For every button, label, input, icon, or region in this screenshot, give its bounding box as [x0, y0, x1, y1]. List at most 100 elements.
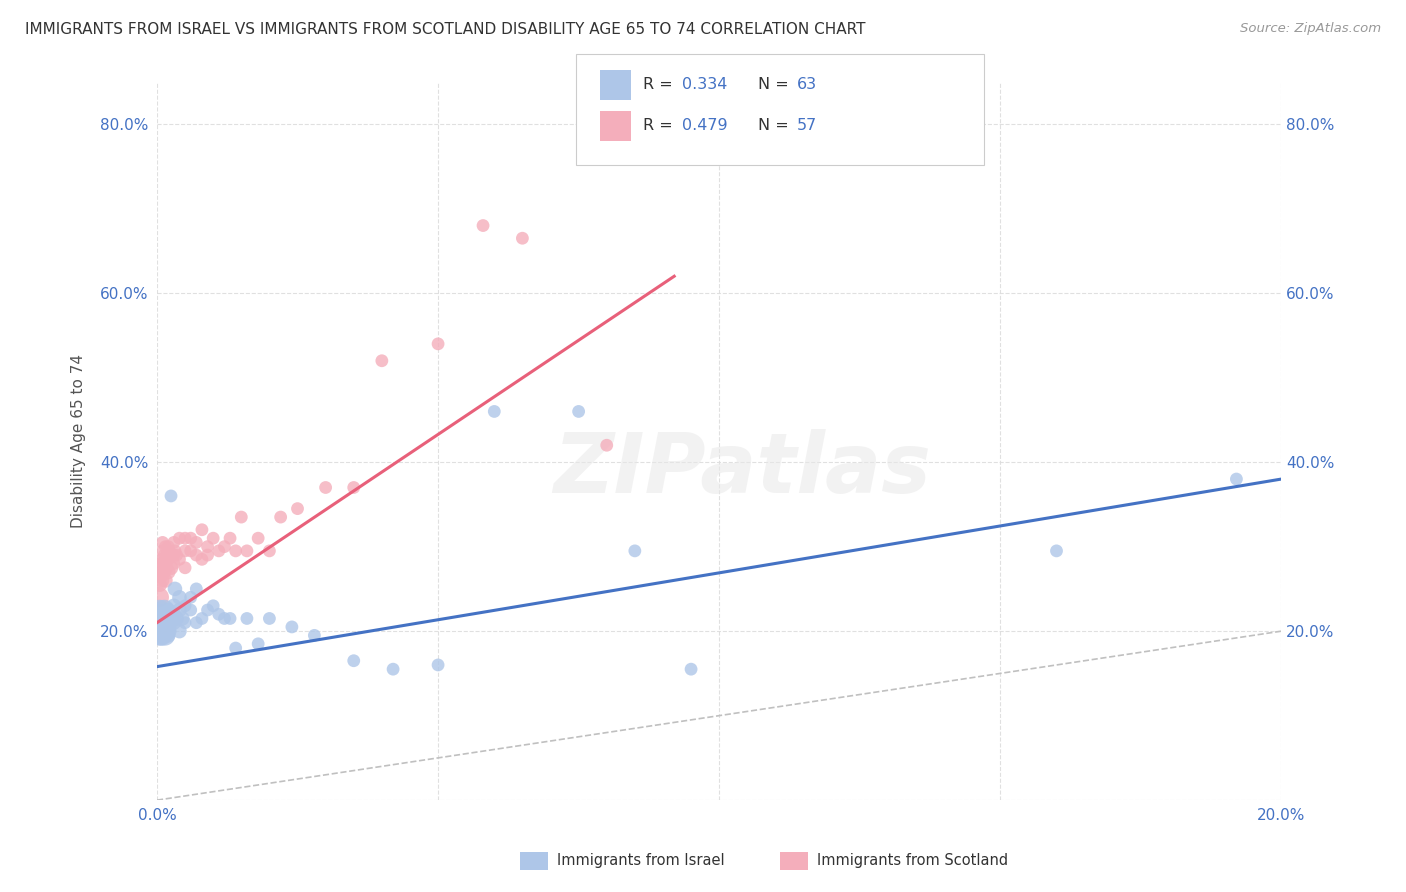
Point: [219, 531, 242, 545]
Point: [191, 523, 214, 537]
Point: [155, 561, 177, 575]
Point: [169, 591, 191, 605]
Point: [157, 552, 180, 566]
Point: [148, 591, 170, 605]
Point: [371, 353, 394, 368]
Point: [287, 501, 309, 516]
Point: [259, 611, 281, 625]
Point: [186, 548, 208, 562]
Point: [343, 481, 366, 495]
Point: [247, 637, 270, 651]
Point: [152, 557, 174, 571]
Point: [152, 565, 174, 579]
Point: [152, 615, 174, 630]
Point: [186, 615, 208, 630]
Point: [157, 544, 180, 558]
Point: [149, 603, 172, 617]
Point: [1225, 472, 1247, 486]
Point: [149, 615, 172, 630]
Point: [166, 611, 188, 625]
Point: [156, 607, 179, 622]
Point: [155, 574, 177, 588]
Point: [160, 489, 183, 503]
Point: [169, 624, 191, 639]
Point: [236, 611, 259, 625]
Point: [202, 599, 225, 613]
Point: [152, 624, 174, 639]
Point: [214, 540, 236, 554]
Point: [231, 510, 253, 524]
Point: [427, 336, 450, 351]
Point: [186, 535, 208, 549]
Point: [150, 611, 173, 625]
Point: [186, 582, 208, 596]
Point: [225, 641, 247, 656]
Point: [236, 544, 259, 558]
Point: [150, 574, 173, 588]
Point: [219, 611, 242, 625]
Text: N =: N =: [758, 119, 794, 133]
Point: [156, 548, 179, 562]
Point: [208, 607, 231, 622]
Point: [149, 607, 172, 622]
Point: [259, 544, 281, 558]
Point: [153, 603, 176, 617]
Point: [174, 531, 197, 545]
Point: [157, 540, 180, 554]
Point: [681, 662, 703, 676]
Point: [172, 611, 194, 625]
Point: [153, 548, 176, 562]
Point: [149, 577, 172, 591]
Point: [191, 552, 214, 566]
Point: [174, 599, 197, 613]
Y-axis label: Disability Age 65 to 74: Disability Age 65 to 74: [72, 354, 86, 528]
Point: [180, 603, 202, 617]
Text: 0.479: 0.479: [682, 119, 727, 133]
Point: [174, 615, 197, 630]
Point: [180, 591, 202, 605]
Point: [191, 611, 214, 625]
Point: [225, 544, 247, 558]
Point: [150, 552, 173, 566]
Point: [155, 611, 177, 625]
Point: [197, 603, 219, 617]
Text: 0.334: 0.334: [682, 78, 727, 92]
Point: [512, 231, 534, 245]
Point: [157, 611, 180, 625]
Point: [270, 510, 292, 524]
Point: [149, 624, 172, 639]
Point: [180, 544, 202, 558]
Point: [169, 603, 191, 617]
Point: [166, 548, 188, 562]
Point: [568, 404, 591, 418]
Point: [163, 615, 186, 630]
Point: [157, 628, 180, 642]
Point: [624, 544, 647, 558]
Text: N =: N =: [758, 78, 794, 92]
Point: [163, 607, 186, 622]
Point: [304, 628, 326, 642]
Point: [149, 557, 172, 571]
Point: [157, 603, 180, 617]
Point: [148, 624, 170, 639]
Text: ZIPatlas: ZIPatlas: [553, 429, 931, 510]
Point: [163, 548, 186, 562]
Point: [152, 535, 174, 549]
Point: [214, 611, 236, 625]
Text: Source: ZipAtlas.com: Source: ZipAtlas.com: [1240, 22, 1381, 36]
Point: [149, 628, 172, 642]
Point: [153, 628, 176, 642]
Point: [150, 620, 173, 634]
Point: [484, 404, 506, 418]
Point: [197, 548, 219, 562]
Text: R =: R =: [643, 119, 678, 133]
Point: [149, 565, 172, 579]
Point: [596, 438, 619, 452]
Point: [152, 620, 174, 634]
Point: [148, 611, 170, 625]
Point: [155, 620, 177, 634]
Point: [169, 531, 191, 545]
Point: [315, 481, 337, 495]
Text: R =: R =: [643, 78, 678, 92]
Point: [163, 544, 186, 558]
